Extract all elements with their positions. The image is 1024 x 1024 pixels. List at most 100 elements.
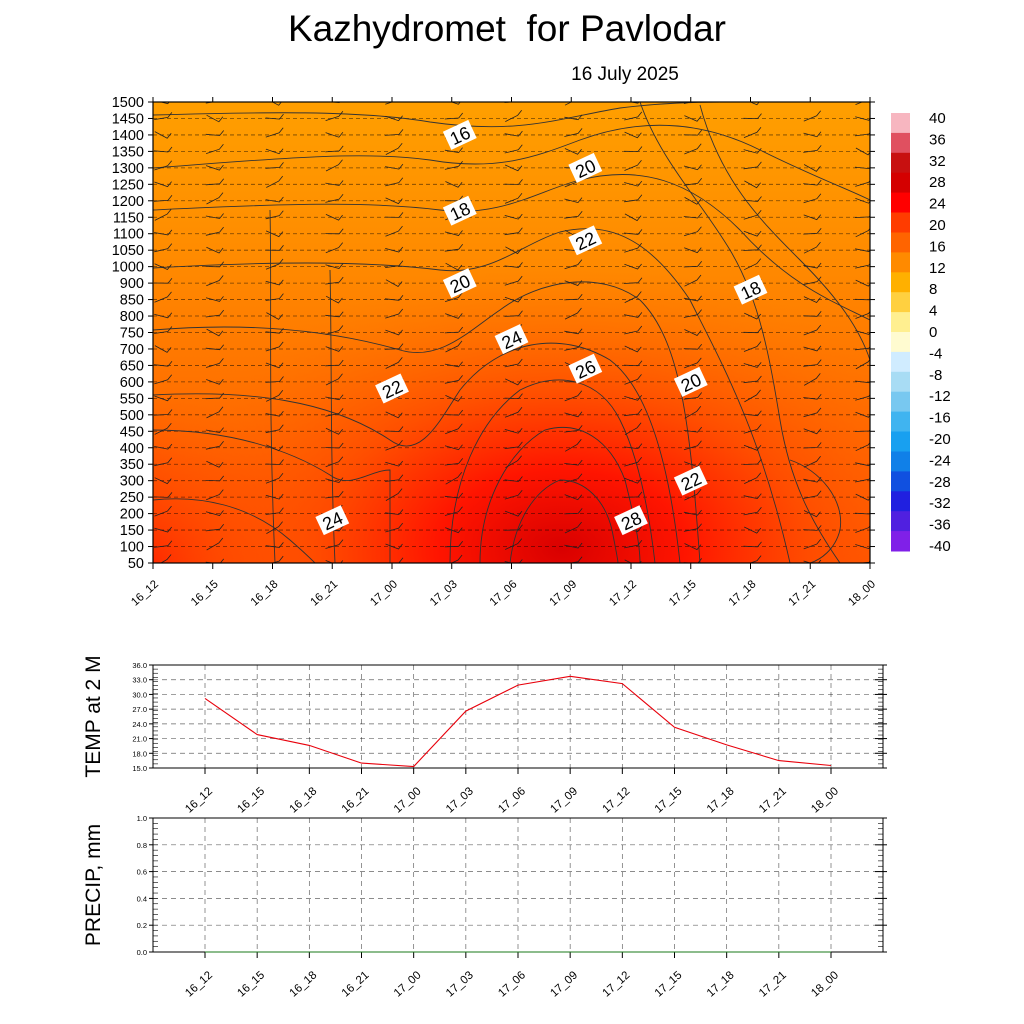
- x-tick-label: 17_03: [444, 785, 476, 815]
- wind-barb: [384, 426, 404, 432]
- wind-barb: [803, 476, 822, 483]
- x-tick-label: 17_09: [548, 969, 580, 999]
- wind-barb: [744, 526, 762, 534]
- x-tick-label: 17_03: [428, 578, 460, 608]
- colorbar-label: -12: [929, 388, 951, 405]
- wind-barb: [564, 211, 583, 219]
- wind-barb: [205, 392, 225, 400]
- x-tick-label: 17_15: [653, 969, 685, 999]
- colorbar-label: -4: [929, 345, 942, 362]
- wind-barb: [504, 510, 523, 517]
- wind-barb: [803, 456, 821, 468]
- wind-barb: [683, 129, 703, 136]
- y-tick-label: 0.8: [137, 841, 147, 850]
- wind-barb: [154, 229, 173, 236]
- wind-barb: [504, 164, 523, 172]
- x-tick-label: 16_12: [183, 969, 215, 999]
- wind-barb: [444, 230, 463, 236]
- wind-barb: [505, 455, 522, 469]
- wind-barb: [450, 102, 461, 105]
- wind-barb: [684, 274, 702, 287]
- wind-barb: [803, 559, 822, 563]
- wind-barb: [265, 245, 284, 251]
- wind-barb: [325, 408, 344, 417]
- wind-barb: [325, 311, 344, 318]
- x-tick-label: 17_21: [757, 785, 789, 815]
- colorbar-label: -24: [929, 452, 951, 469]
- wind-barb: [265, 258, 284, 270]
- wind-barb: [271, 555, 284, 563]
- wind-barb: [749, 555, 762, 563]
- wind-barb: [159, 102, 170, 105]
- wind-barb: [154, 312, 173, 319]
- wind-barb: [504, 393, 523, 400]
- wind-barb: [265, 410, 284, 417]
- wind-barb: [445, 395, 463, 402]
- wind-barb: [154, 263, 172, 270]
- wind-barb: [564, 494, 583, 501]
- x-tick-label: 16_18: [288, 785, 320, 815]
- wind-barb: [564, 328, 583, 335]
- wind-barb: [265, 113, 284, 120]
- colorbar-segment: [891, 132, 910, 154]
- wind-barb: [266, 390, 284, 402]
- wind-barb: [743, 493, 762, 500]
- wind-barb: [684, 329, 702, 336]
- wind-barb: [855, 330, 870, 335]
- wind-barb: [385, 163, 404, 170]
- wind-barb: [623, 229, 643, 235]
- wind-barb: [154, 422, 172, 435]
- contour-label-bg: [442, 195, 477, 226]
- wind-barb: [265, 148, 284, 155]
- wind-barb: [564, 307, 582, 320]
- wind-barb: [504, 427, 523, 434]
- wind-barb: [684, 543, 702, 551]
- wind-barb: [564, 411, 583, 418]
- wind-barb: [325, 359, 344, 367]
- wind-barb: [385, 142, 403, 155]
- colorbar-label: 12: [929, 260, 946, 277]
- contour-line: [699, 104, 870, 361]
- panel-frame: [152, 664, 884, 769]
- contour-label-bg: [673, 465, 708, 496]
- wind-barb: [205, 510, 224, 516]
- wind-barb: [325, 477, 344, 484]
- wind-barb: [803, 345, 822, 352]
- y-tick-label: 1150: [113, 210, 144, 226]
- wind-barb: [624, 443, 643, 450]
- y-tick-label: 150: [120, 523, 144, 539]
- colorbar-segment: [891, 411, 910, 432]
- x-tick-label: 16_15: [235, 785, 267, 815]
- wind-barb: [743, 209, 762, 220]
- wind-barb: [205, 178, 225, 186]
- wind-barb: [564, 459, 583, 466]
- wind-barb: [854, 512, 870, 515]
- wind-barb: [683, 509, 702, 516]
- wind-barb: [325, 442, 344, 449]
- wind-barb: [445, 340, 463, 353]
- x-tick-label: 17_06: [496, 785, 528, 815]
- wind-barb: [325, 193, 344, 203]
- wind-barb: [564, 197, 583, 204]
- colorbar-label: -32: [929, 495, 951, 512]
- wind-barb: [325, 539, 344, 549]
- colorbar-segment: [891, 391, 910, 413]
- wind-barb: [855, 346, 870, 351]
- wind-barb: [154, 374, 173, 385]
- wind-barb: [385, 509, 404, 515]
- wind-barb: [684, 247, 702, 254]
- wind-barb: [855, 102, 864, 105]
- x-tick-label: 17_03: [444, 969, 476, 999]
- wind-barb: [623, 146, 643, 152]
- wind-barb: [504, 130, 523, 137]
- wind-barb: [444, 444, 463, 451]
- wind-barb: [855, 263, 870, 269]
- wind-barb: [325, 228, 344, 235]
- colorbar-label: 4: [929, 303, 937, 320]
- wind-barb: [325, 242, 344, 254]
- wind-barb: [385, 225, 403, 237]
- y-tick-label: 21.0: [132, 735, 147, 744]
- wind-barb: [504, 489, 523, 500]
- x-tick-label: 16_15: [235, 969, 267, 999]
